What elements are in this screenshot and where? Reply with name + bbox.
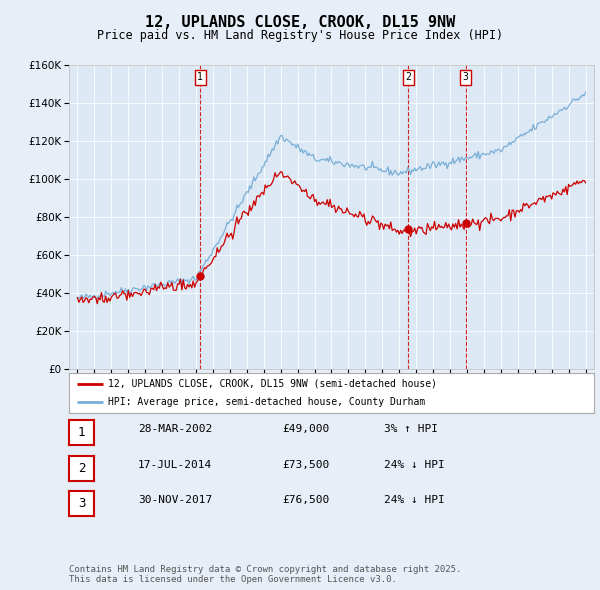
Text: 2: 2 bbox=[78, 462, 85, 475]
Text: 28-MAR-2002: 28-MAR-2002 bbox=[138, 424, 212, 434]
Text: 1: 1 bbox=[197, 73, 203, 83]
Text: 17-JUL-2014: 17-JUL-2014 bbox=[138, 460, 212, 470]
Text: Contains HM Land Registry data © Crown copyright and database right 2025.
This d: Contains HM Land Registry data © Crown c… bbox=[69, 565, 461, 584]
Text: 2: 2 bbox=[406, 73, 412, 83]
Text: 30-NOV-2017: 30-NOV-2017 bbox=[138, 495, 212, 505]
Text: Price paid vs. HM Land Registry's House Price Index (HPI): Price paid vs. HM Land Registry's House … bbox=[97, 30, 503, 42]
Text: £49,000: £49,000 bbox=[282, 424, 329, 434]
Text: 1: 1 bbox=[78, 427, 85, 440]
Text: 3% ↑ HPI: 3% ↑ HPI bbox=[384, 424, 438, 434]
Text: 24% ↓ HPI: 24% ↓ HPI bbox=[384, 460, 445, 470]
Text: 12, UPLANDS CLOSE, CROOK, DL15 9NW (semi-detached house): 12, UPLANDS CLOSE, CROOK, DL15 9NW (semi… bbox=[109, 379, 437, 389]
Text: 24% ↓ HPI: 24% ↓ HPI bbox=[384, 495, 445, 505]
Text: 3: 3 bbox=[78, 497, 85, 510]
Text: 12, UPLANDS CLOSE, CROOK, DL15 9NW: 12, UPLANDS CLOSE, CROOK, DL15 9NW bbox=[145, 15, 455, 30]
Text: £73,500: £73,500 bbox=[282, 460, 329, 470]
Text: £76,500: £76,500 bbox=[282, 495, 329, 505]
Text: HPI: Average price, semi-detached house, County Durham: HPI: Average price, semi-detached house,… bbox=[109, 397, 425, 407]
Text: 3: 3 bbox=[463, 73, 469, 83]
